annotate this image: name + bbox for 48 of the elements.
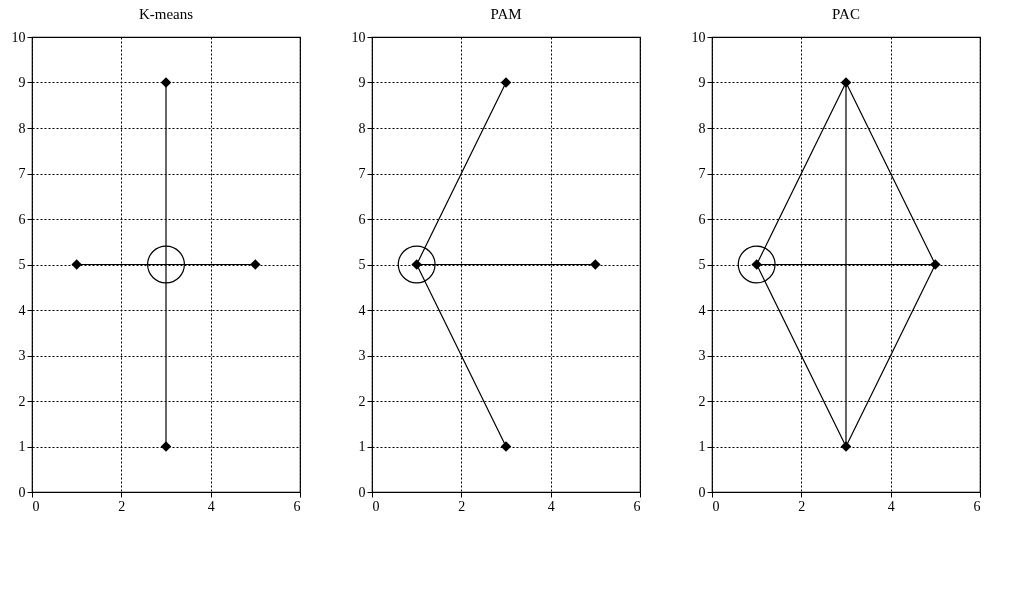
y-tick-label: 10 xyxy=(11,29,26,45)
x-tick-label: 4 xyxy=(207,498,215,514)
x-tick-label: 6 xyxy=(633,498,641,514)
y-tick-label: 7 xyxy=(698,166,706,181)
y-tick-label: 3 xyxy=(698,348,706,363)
y-tick-label: 0 xyxy=(18,484,26,500)
x-tick-label: 2 xyxy=(798,498,806,514)
x-tick-label: 6 xyxy=(293,498,301,514)
x-tick-label: 2 xyxy=(118,498,126,514)
y-tick-label: 5 xyxy=(18,257,26,272)
y-tick-label: 10 xyxy=(351,29,366,45)
y-tick-label: 7 xyxy=(358,166,366,181)
y-tick-label: 6 xyxy=(18,211,26,227)
y-tick-label: 6 xyxy=(358,211,366,227)
y-tick-label: 1 xyxy=(358,439,366,454)
y-tick-label: 5 xyxy=(358,257,366,272)
y-tick-label: 7 xyxy=(18,166,26,181)
y-tick-label: 1 xyxy=(18,439,26,454)
y-tick-label: 8 xyxy=(358,120,366,136)
x-tick-label: 4 xyxy=(547,498,555,514)
x-tick-label: 4 xyxy=(887,498,895,514)
chart-title: PAC xyxy=(832,6,860,22)
chart-title: K-means xyxy=(138,6,194,22)
y-tick-label: 8 xyxy=(698,120,706,136)
y-tick-label: 9 xyxy=(18,75,26,90)
x-tick-label: 0 xyxy=(372,498,380,514)
chart-title: PAM xyxy=(490,6,522,22)
y-tick-label: 5 xyxy=(698,257,706,272)
x-tick-label: 2 xyxy=(458,498,466,514)
x-tick-label: 0 xyxy=(32,498,40,514)
y-tick-label: 4 xyxy=(358,302,366,318)
y-tick-label: 9 xyxy=(358,75,366,90)
y-tick-label: 2 xyxy=(18,393,26,409)
y-tick-label: 4 xyxy=(698,302,706,318)
y-tick-label: 3 xyxy=(358,348,366,363)
y-tick-label: 2 xyxy=(358,393,366,409)
y-tick-label: 3 xyxy=(18,348,26,363)
y-tick-label: 6 xyxy=(698,211,706,227)
y-tick-label: 8 xyxy=(18,120,26,136)
x-tick-label: 0 xyxy=(712,498,720,514)
y-tick-label: 4 xyxy=(18,302,26,318)
y-tick-label: 0 xyxy=(698,484,706,500)
y-tick-label: 9 xyxy=(698,75,706,90)
y-tick-label: 0 xyxy=(358,484,366,500)
x-tick-label: 6 xyxy=(973,498,981,514)
y-tick-label: 2 xyxy=(698,393,706,409)
y-tick-label: 1 xyxy=(698,439,706,454)
y-tick-label: 10 xyxy=(691,29,706,45)
